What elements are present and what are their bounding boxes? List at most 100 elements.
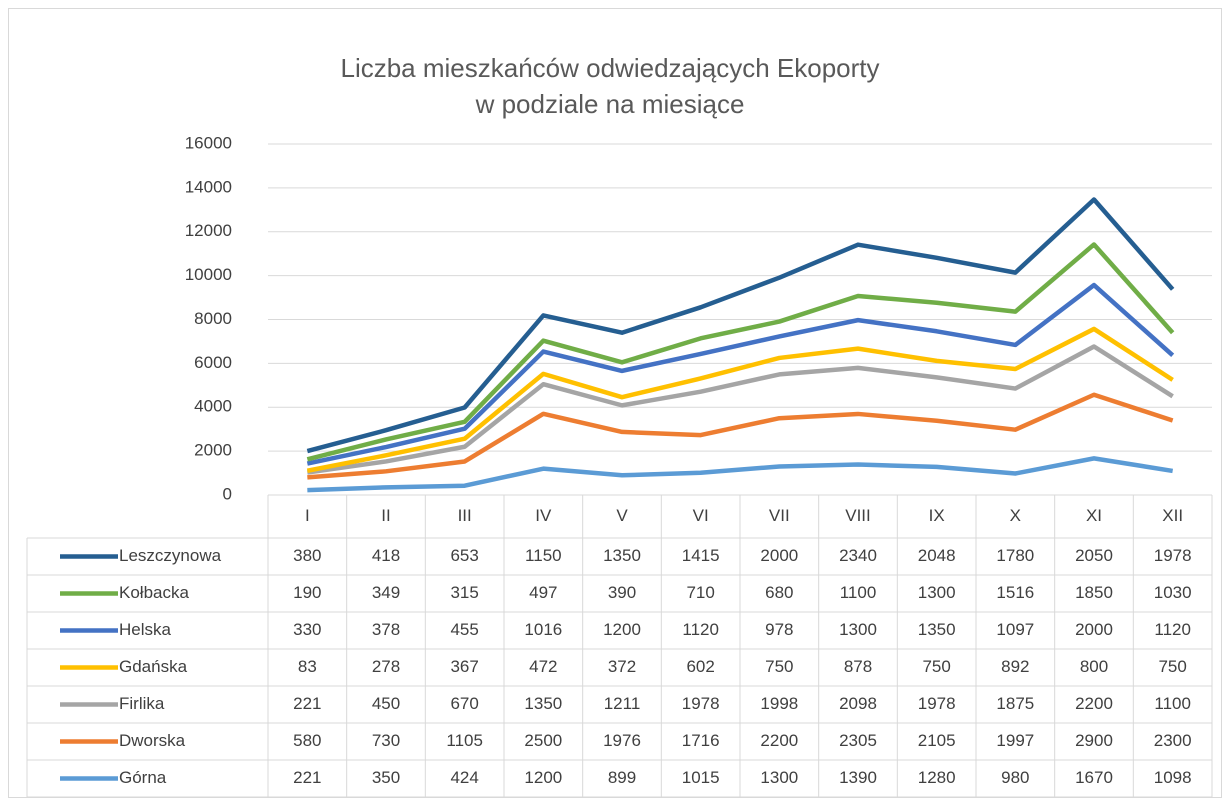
table-cell: 2900 xyxy=(1075,731,1113,750)
legend-label: Górna xyxy=(119,768,167,787)
legend-label: Dworska xyxy=(119,731,186,750)
table-cell: 1670 xyxy=(1075,768,1113,787)
x-tick-label: VI xyxy=(693,506,709,525)
table-cell: 653 xyxy=(450,546,478,565)
table-cell: 278 xyxy=(372,657,400,676)
table-cell: 450 xyxy=(372,694,400,713)
y-tick-label: 4000 xyxy=(194,397,232,416)
table-cell: 1350 xyxy=(918,620,956,639)
table-cell: 221 xyxy=(293,768,321,787)
table-cell: 1300 xyxy=(918,583,956,602)
table-cell: 580 xyxy=(293,731,321,750)
table-cell: 710 xyxy=(686,583,714,602)
x-tick-label: VII xyxy=(769,506,790,525)
line-series xyxy=(306,197,1175,454)
table-cell: 372 xyxy=(608,657,636,676)
x-tick-label: VIII xyxy=(845,506,871,525)
table-cell: 1097 xyxy=(996,620,1034,639)
table-cell: 380 xyxy=(293,546,321,565)
table-cell: 2305 xyxy=(839,731,877,750)
legend-label: Firlika xyxy=(119,694,165,713)
legend-label: Helska xyxy=(119,620,172,639)
table-cell: 1350 xyxy=(524,694,562,713)
table-cell: 1120 xyxy=(1154,620,1191,639)
table-cell: 750 xyxy=(922,657,950,676)
table-cell: 1120 xyxy=(682,620,719,639)
line-series xyxy=(307,344,1174,475)
table-cell: 800 xyxy=(1080,657,1108,676)
table-cell: 2098 xyxy=(839,694,877,713)
table-cell: 1997 xyxy=(996,731,1034,750)
table-cell: 2000 xyxy=(760,546,798,565)
table-cell: 83 xyxy=(298,657,317,676)
x-tick-label: II xyxy=(381,506,390,525)
table-cell: 221 xyxy=(293,694,321,713)
table-cell: 978 xyxy=(765,620,793,639)
table-cell: 2340 xyxy=(839,546,877,565)
line-series xyxy=(307,392,1174,480)
table-cell: 2105 xyxy=(918,731,956,750)
table-cell: 1200 xyxy=(524,768,562,787)
x-tick-label: XII xyxy=(1162,506,1183,525)
y-tick-label: 16000 xyxy=(185,133,232,152)
chart-title: Liczba mieszkańców odwiedzających Ekopor… xyxy=(340,53,879,83)
y-tick-label: 10000 xyxy=(185,265,232,284)
table-cell: 2500 xyxy=(524,731,562,750)
table-cell: 1016 xyxy=(524,620,562,639)
table-cell: 1976 xyxy=(603,731,641,750)
table-cell: 750 xyxy=(765,657,793,676)
table-cell: 1978 xyxy=(1154,546,1192,565)
table-cell: 390 xyxy=(608,583,636,602)
table-cell: 424 xyxy=(450,768,478,787)
line-series xyxy=(306,282,1175,466)
table-cell: 670 xyxy=(450,694,478,713)
table-cell: 1100 xyxy=(1154,694,1191,713)
y-tick-label: 6000 xyxy=(194,353,232,372)
table-cell: 1350 xyxy=(603,546,641,565)
table-cell: 1105 xyxy=(446,731,483,750)
table-cell: 1780 xyxy=(996,546,1034,565)
table-cell: 190 xyxy=(293,583,321,602)
table-cell: 378 xyxy=(372,620,400,639)
y-tick-label: 14000 xyxy=(185,177,232,196)
line-series xyxy=(306,242,1175,462)
table-cell: 2048 xyxy=(918,546,956,565)
x-tick-label: IV xyxy=(535,506,552,525)
table-cell: 1280 xyxy=(918,768,956,787)
table-cell: 1850 xyxy=(1075,583,1113,602)
y-tick-label: 2000 xyxy=(194,441,232,460)
table-cell: 1211 xyxy=(604,694,641,713)
table-cell: 472 xyxy=(529,657,557,676)
table-cell: 330 xyxy=(293,620,321,639)
table-cell: 878 xyxy=(844,657,872,676)
table-cell: 367 xyxy=(450,657,478,676)
table-cell: 418 xyxy=(372,546,400,565)
legend-label: Leszczynowa xyxy=(119,546,222,565)
table-cell: 1415 xyxy=(682,546,720,565)
table-cell: 1875 xyxy=(996,694,1034,713)
table-cell: 455 xyxy=(450,620,478,639)
table-cell: 1015 xyxy=(682,768,720,787)
table-cell: 497 xyxy=(529,583,557,602)
table-cell: 1150 xyxy=(525,546,562,565)
table-cell: 980 xyxy=(1001,768,1029,787)
line-series xyxy=(307,456,1174,493)
table-cell: 2300 xyxy=(1154,731,1192,750)
legend-label: Kołbacka xyxy=(119,583,189,602)
table-cell: 1100 xyxy=(840,583,877,602)
table-cell: 750 xyxy=(1158,657,1186,676)
table-cell: 2200 xyxy=(1075,694,1113,713)
y-tick-label: 12000 xyxy=(185,221,232,240)
x-tick-label: X xyxy=(1010,506,1021,525)
table-cell: 1300 xyxy=(839,620,877,639)
table-cell: 1716 xyxy=(682,731,720,750)
table-cell: 680 xyxy=(765,583,793,602)
y-tick-label: 0 xyxy=(223,484,232,503)
table-cell: 2000 xyxy=(1075,620,1113,639)
table-cell: 602 xyxy=(686,657,714,676)
table-cell: 350 xyxy=(372,768,400,787)
x-tick-label: V xyxy=(616,506,628,525)
table-cell: 1516 xyxy=(996,583,1034,602)
table-cell: 315 xyxy=(450,583,478,602)
